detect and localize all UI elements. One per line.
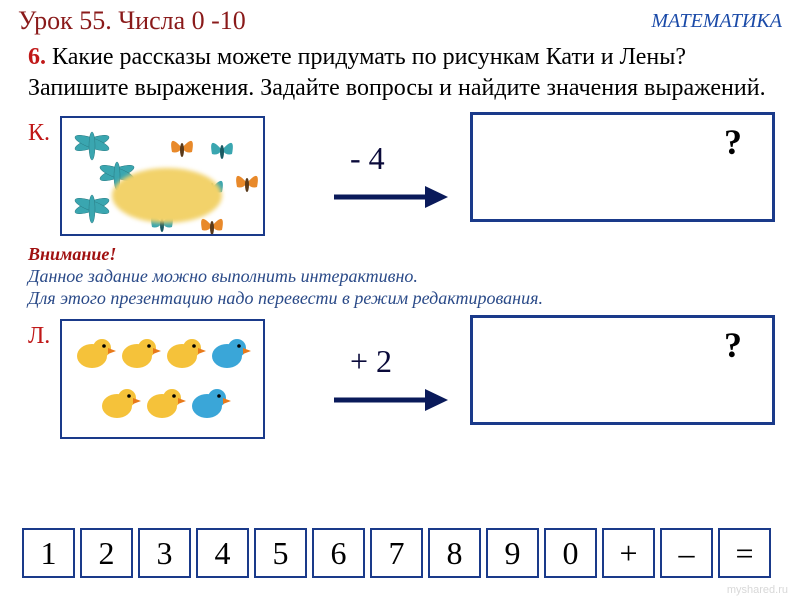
tile-5[interactable]: 5 <box>254 528 307 578</box>
tile-minus[interactable]: – <box>660 528 713 578</box>
operation-l: + 2 <box>350 343 392 380</box>
tile-1[interactable]: 1 <box>22 528 75 578</box>
problem-row-k: К. <box>20 112 780 242</box>
task-text: 6. Какие рассказы можете придумать по ри… <box>0 38 800 112</box>
attention-title: Внимание! <box>28 244 116 264</box>
arrow-icon <box>330 385 450 415</box>
task-number: 6. <box>28 44 46 70</box>
tile-9[interactable]: 9 <box>486 528 539 578</box>
operation-k: - 4 <box>350 140 385 177</box>
arrow-icon <box>330 182 450 212</box>
row-label-k: К. <box>28 120 50 147</box>
tile-0[interactable]: 0 <box>544 528 597 578</box>
watermark: myshared.ru <box>727 584 788 596</box>
tile-plus[interactable]: + <box>602 528 655 578</box>
task-body: Какие рассказы можете придумать по рисун… <box>28 44 766 101</box>
tile-4[interactable]: 4 <box>196 528 249 578</box>
answer-placeholder-l: ? <box>724 324 742 366</box>
problem-row-l: Л. + 2 ? <box>20 315 780 445</box>
tile-3[interactable]: 3 <box>138 528 191 578</box>
answer-box-l[interactable]: ? <box>470 315 775 425</box>
attention-line2: Для этого презентацию надо перевести в р… <box>28 288 543 308</box>
ducks-icon <box>62 321 265 439</box>
picture-box-ducks <box>60 319 265 439</box>
tile-8[interactable]: 8 <box>428 528 481 578</box>
tile-7[interactable]: 7 <box>370 528 423 578</box>
tile-6[interactable]: 6 <box>312 528 365 578</box>
number-tiles-row: 1 2 3 4 5 6 7 8 9 0 + – = <box>22 528 771 578</box>
attention-line1: Данное задание можно выполнить интеракти… <box>28 266 418 286</box>
picture-box-insects <box>60 116 265 236</box>
tile-2[interactable]: 2 <box>80 528 133 578</box>
row-label-l: Л. <box>28 323 50 350</box>
answer-box-k[interactable]: ? <box>470 112 775 222</box>
answer-placeholder-k: ? <box>724 121 742 163</box>
attention-block: Внимание! Данное задание можно выполнить… <box>28 244 780 309</box>
tile-equals[interactable]: = <box>718 528 771 578</box>
subject-label: МАТЕМАТИКА <box>651 10 782 33</box>
lesson-title: Урок 55. Числа 0 -10 <box>18 6 246 36</box>
